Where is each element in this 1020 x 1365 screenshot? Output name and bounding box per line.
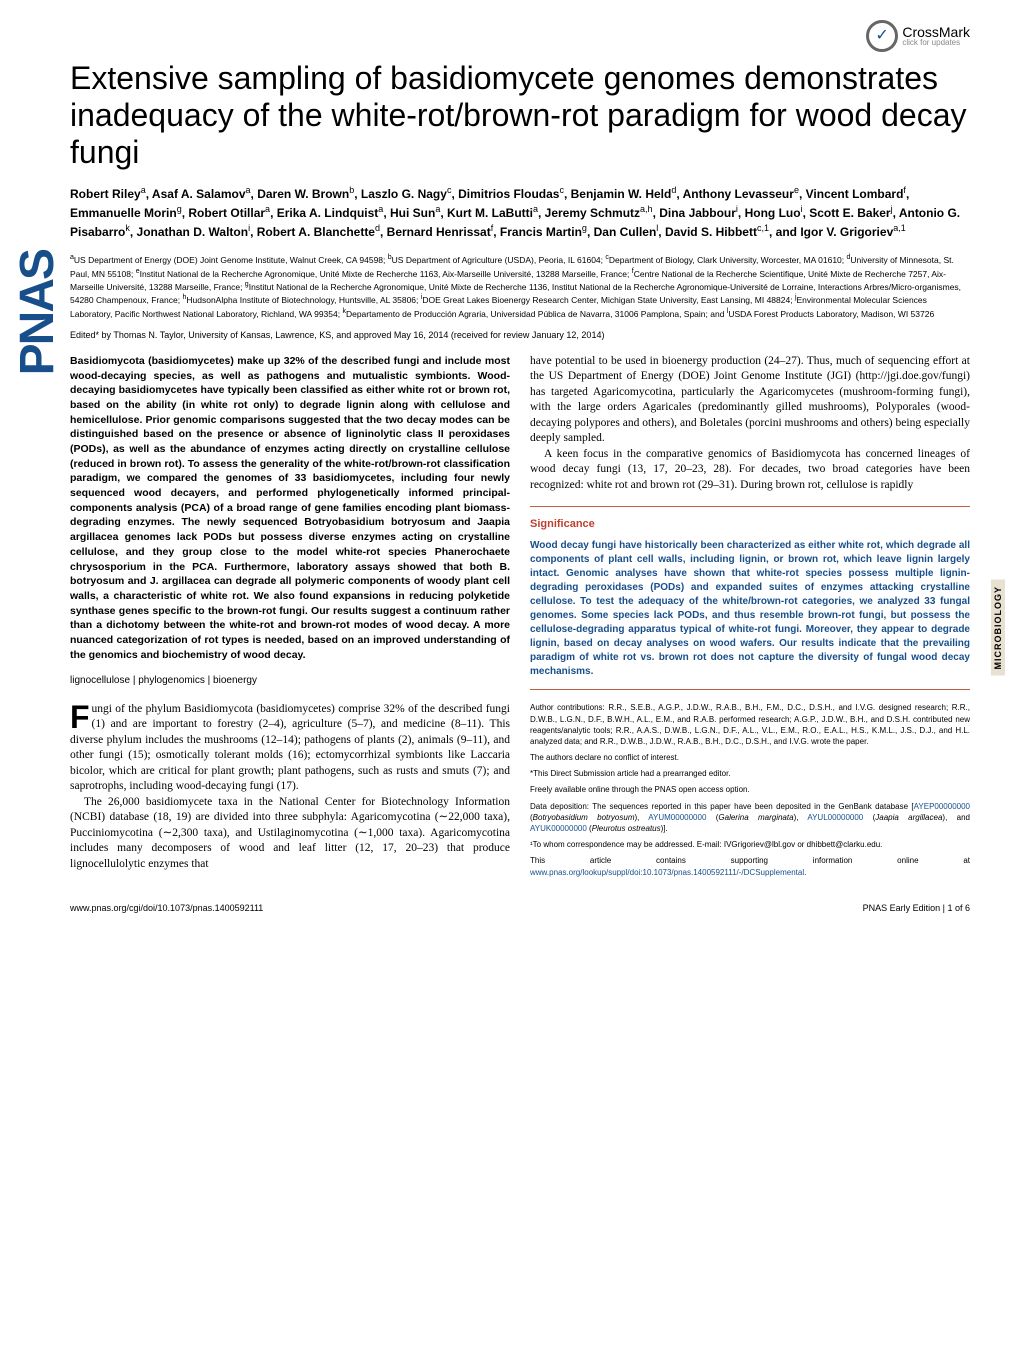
body-p1: ungi of the phylum Basidiomycota (basidi… xyxy=(70,703,510,793)
significance-heading: Significance xyxy=(530,517,970,532)
footer-page: PNAS Early Edition | 1 of 6 xyxy=(863,903,970,913)
category-tag: MICROBIOLOGY xyxy=(991,580,1005,676)
footer-doi: www.pnas.org/cgi/doi/10.1073/pnas.140059… xyxy=(70,903,263,913)
data-deposition: Data deposition: The sequences reported … xyxy=(530,801,970,835)
conflict-statement: The authors declare no conflict of inter… xyxy=(530,752,970,763)
authors-list: Robert Rileya, Asaf A. Salamova, Daren W… xyxy=(70,184,970,241)
direct-submission: *This Direct Submission article had a pr… xyxy=(530,768,970,779)
significance-text: Wood decay fungi have historically been … xyxy=(530,539,970,679)
two-column-layout: Basidiomycota (basidiomycetes) make up 3… xyxy=(70,354,970,883)
dropcap: F xyxy=(70,702,92,731)
page-footer: www.pnas.org/cgi/doi/10.1073/pnas.140059… xyxy=(70,903,970,913)
body-p2: The 26,000 basidiomycete taxa in the Nat… xyxy=(70,795,510,873)
left-column: Basidiomycota (basidiomycetes) make up 3… xyxy=(70,354,510,883)
supporting-info: This article contains supporting informa… xyxy=(530,855,970,877)
crossmark-icon xyxy=(866,20,898,52)
body-text-right: have potential to be used in bioenergy p… xyxy=(530,354,970,494)
keywords: lignocellulose | phylogenomics | bioener… xyxy=(70,674,510,688)
pnas-logo: PNAS xyxy=(10,250,65,375)
correspondence: ¹To whom correspondence may be addressed… xyxy=(530,839,970,850)
crossmark-sub: click for updates xyxy=(902,39,970,47)
body-p3: have potential to be used in bioenergy p… xyxy=(530,354,970,447)
abstract: Basidiomycota (basidiomycetes) make up 3… xyxy=(70,354,510,662)
article-title: Extensive sampling of basidiomycete geno… xyxy=(70,60,970,170)
crossmark-label: CrossMark xyxy=(902,25,970,39)
body-text-left: Fungi of the phylum Basidiomycota (basid… xyxy=(70,702,510,873)
right-column: have potential to be used in bioenergy p… xyxy=(530,354,970,883)
edited-by: Edited* by Thomas N. Taylor, University … xyxy=(70,330,970,340)
open-access: Freely available online through the PNAS… xyxy=(530,784,970,795)
author-contributions: Author contributions: R.R., S.E.B., A.G.… xyxy=(530,702,970,747)
significance-box: Significance Wood decay fungi have histo… xyxy=(530,506,970,691)
crossmark-badge[interactable]: CrossMark click for updates xyxy=(866,20,970,52)
affiliations: aUS Department of Energy (DOE) Joint Gen… xyxy=(70,253,970,319)
body-p4: A keen focus in the comparative genomics… xyxy=(530,447,970,494)
